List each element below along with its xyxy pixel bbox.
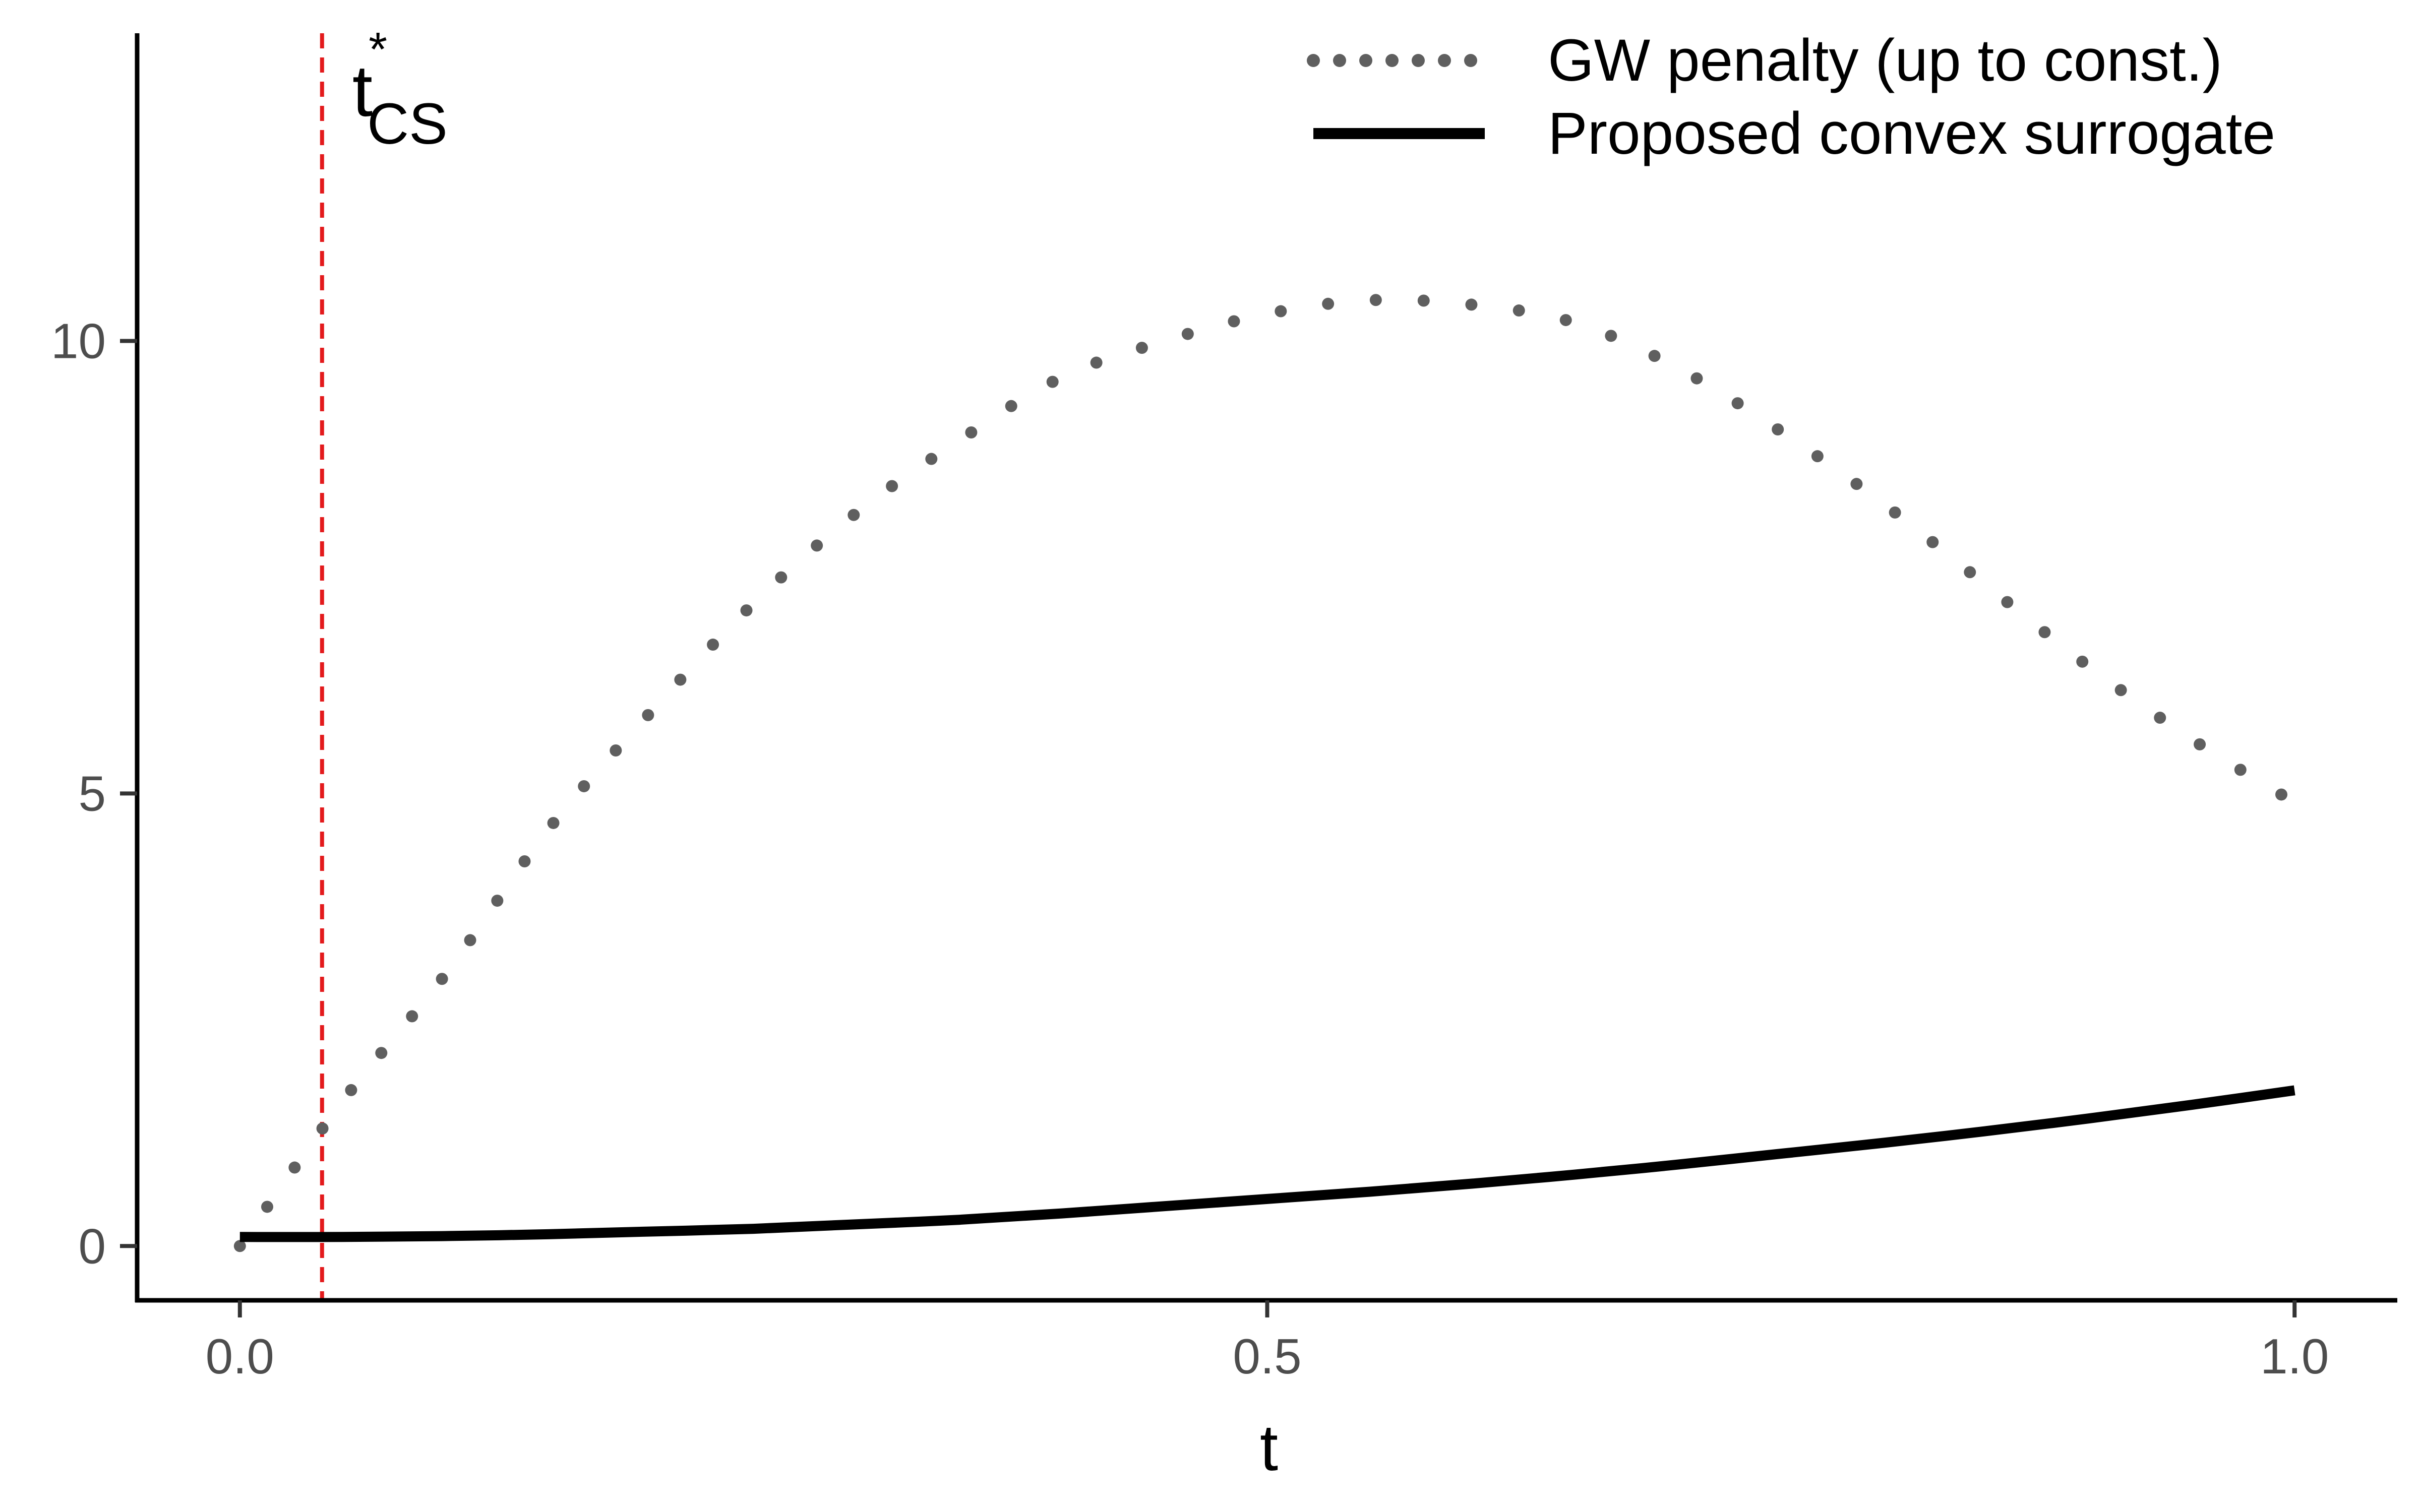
threshold-label-sub: CS	[367, 92, 448, 156]
x-tick-label: 0.5	[1233, 1329, 1301, 1384]
y-axis-ticks: 0 5 10	[51, 313, 137, 1274]
legend-label-gw-penalty: GW penalty (up to const.)	[1548, 27, 2222, 94]
y-tick-label: 0	[78, 1218, 106, 1274]
x-tick-label: 1.0	[2260, 1329, 2329, 1384]
x-axis-ticks: 0.0 0.5 1.0	[206, 1300, 2329, 1384]
y-tick-label: 5	[78, 766, 106, 821]
threshold-label: t* CS	[352, 23, 448, 156]
legend: GW penalty (up to const.) Proposed conve…	[1307, 27, 2275, 167]
x-tick-label: 0.0	[206, 1329, 274, 1384]
legend-label-convex-surrogate: Proposed convex surrogate	[1548, 100, 2275, 167]
y-tick-label: 10	[51, 313, 106, 369]
series-convex-surrogate-line	[239, 1085, 2295, 1242]
threshold-label-sup: *	[369, 23, 387, 76]
x-axis-title: t	[1260, 1411, 1278, 1484]
threshold-label-main: t	[352, 50, 373, 132]
